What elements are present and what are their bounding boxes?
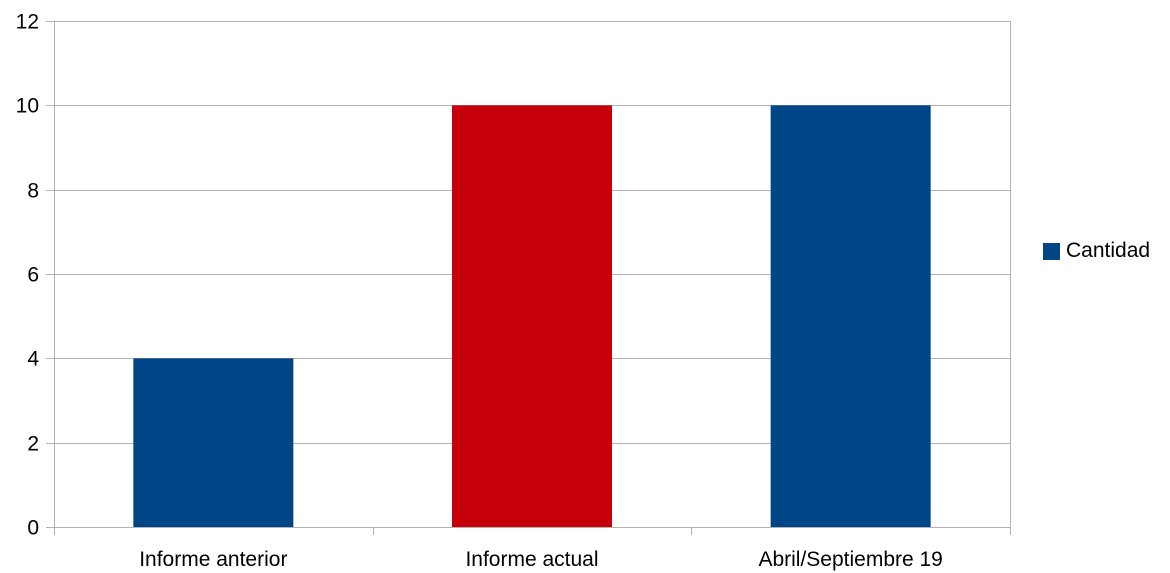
y-tick-label: 8 [27, 180, 39, 203]
tick-labels: 0 2 4 6 8 10 12 Informe anterior Informe actual A… [16, 11, 943, 572]
y-tick-label: 6 [27, 264, 39, 287]
y-tick-label: 2 [27, 433, 39, 456]
y-tick-label: 10 [16, 95, 39, 118]
x-tick-label: Informe anterior [139, 548, 287, 571]
legend: Cantidad [1043, 239, 1150, 263]
y-tick-label: 4 [27, 348, 39, 371]
legend-label: Cantidad [1066, 239, 1151, 262]
bar [133, 358, 294, 527]
bars [133, 105, 931, 527]
x-tick-label: Informe actual [465, 548, 598, 571]
bar [770, 105, 931, 527]
x-tick-label: Abril/Septiembre 19 [758, 548, 942, 571]
axes [46, 21, 1011, 535]
y-tick-label: 0 [27, 517, 39, 540]
legend-swatch [1043, 242, 1060, 260]
y-tick-label: 12 [16, 11, 39, 34]
bar [452, 105, 612, 527]
